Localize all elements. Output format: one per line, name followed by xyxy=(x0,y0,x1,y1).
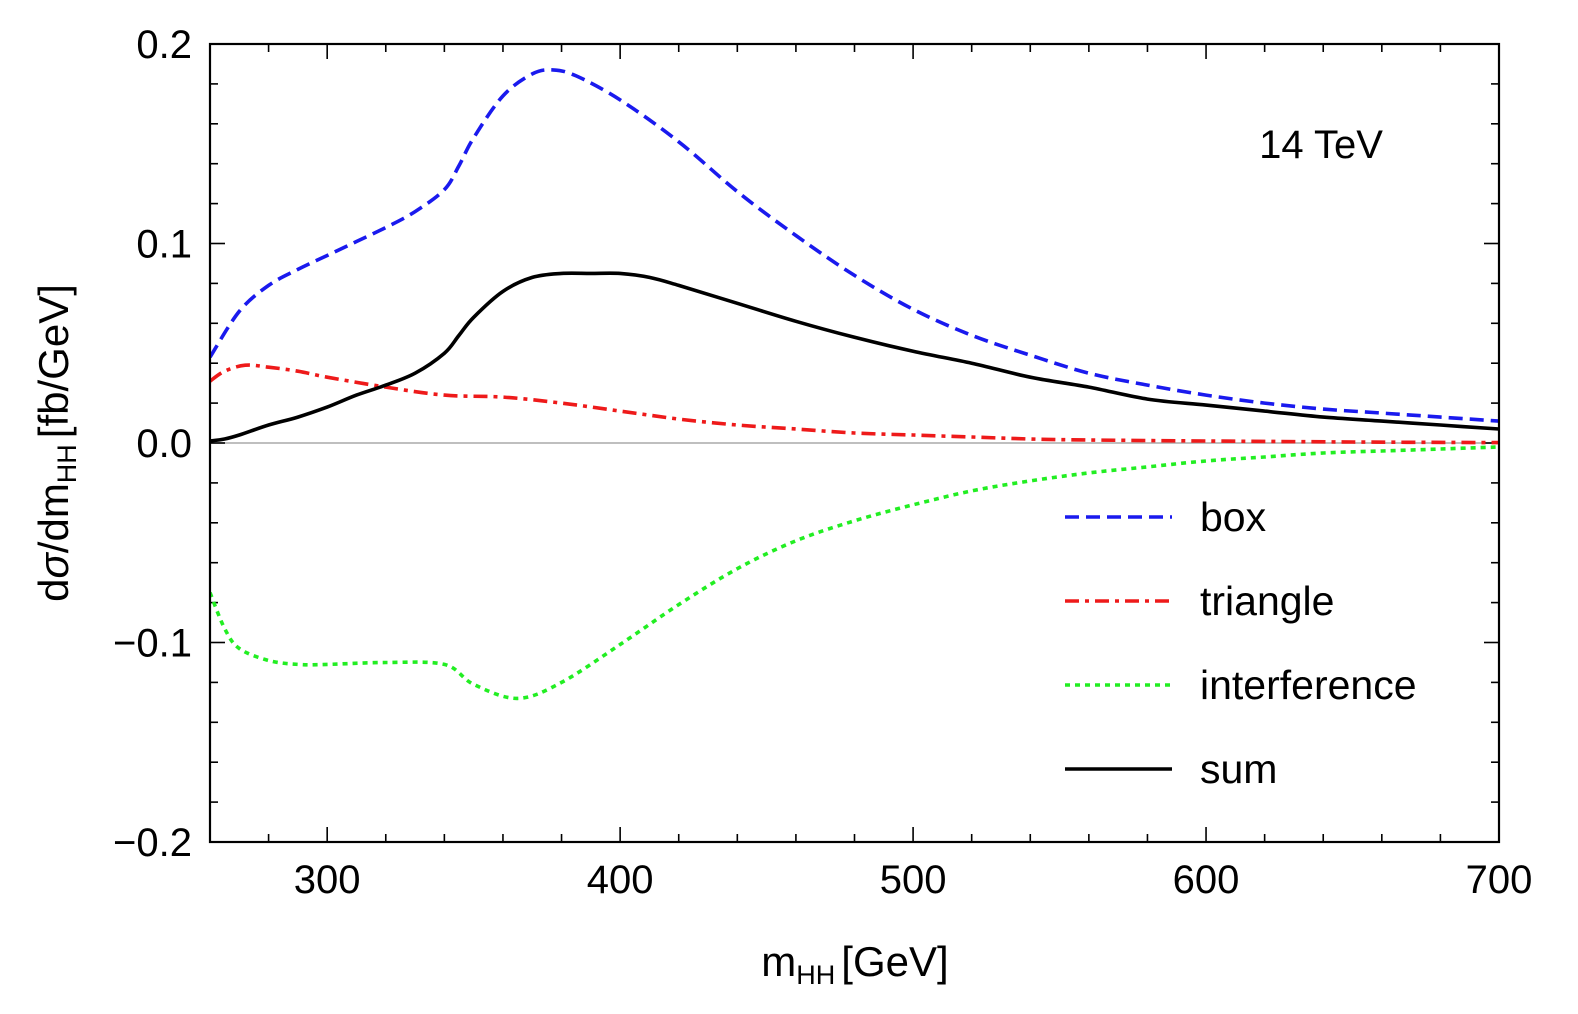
series-box-line xyxy=(210,67,1499,423)
y-axis-title-mid: /dm xyxy=(30,483,77,553)
y-tick-label: −0.2 xyxy=(113,821,192,865)
x-axis-title-main: m xyxy=(761,938,796,985)
y-axis-title: dσ/dmHH [fb/GeV] xyxy=(30,284,82,602)
x-axis-title: mHH [GeV] xyxy=(761,938,948,990)
x-tick-label: 700 xyxy=(1466,858,1533,902)
x-tick-label: 500 xyxy=(880,858,947,902)
legend-label-interference: interference xyxy=(1200,662,1417,708)
y-tick-label: 0.2 xyxy=(136,23,192,67)
y-tick-labels: −0.2 −0.1 0.0 0.1 0.2 xyxy=(113,23,192,865)
y-axis-title-sigma: σ xyxy=(30,552,77,579)
x-tick-label: 300 xyxy=(294,858,361,902)
y-axis-title-sub: HH xyxy=(52,444,82,483)
x-axis-title-sub: HH xyxy=(796,960,835,990)
y-tick-label: 0.1 xyxy=(136,223,192,267)
x-axis-title-unit: [GeV] xyxy=(841,938,948,985)
legend-label-sum: sum xyxy=(1200,746,1277,792)
series-sum-line xyxy=(210,271,1499,443)
legend-label-box: box xyxy=(1200,494,1267,540)
plot-series xyxy=(210,67,1499,701)
y-tick-label: −0.1 xyxy=(113,622,192,666)
series-triangle-line xyxy=(210,363,1499,445)
y-axis-title-pre: d xyxy=(30,579,77,602)
y-tick-label: 0.0 xyxy=(136,422,192,466)
legend-label-triangle: triangle xyxy=(1200,578,1334,624)
x-tick-label: 400 xyxy=(587,858,654,902)
y-axis-title-unit: [fb/GeV] xyxy=(30,284,77,438)
x-tick-labels: 300 400 500 600 700 xyxy=(294,858,1533,902)
plot-frame xyxy=(208,42,1501,844)
x-tick-label: 600 xyxy=(1173,858,1240,902)
legend: box triangle interference sum xyxy=(1065,494,1417,792)
series-interference-line xyxy=(210,445,1499,701)
energy-annotation: 14 TeV xyxy=(1259,123,1383,167)
